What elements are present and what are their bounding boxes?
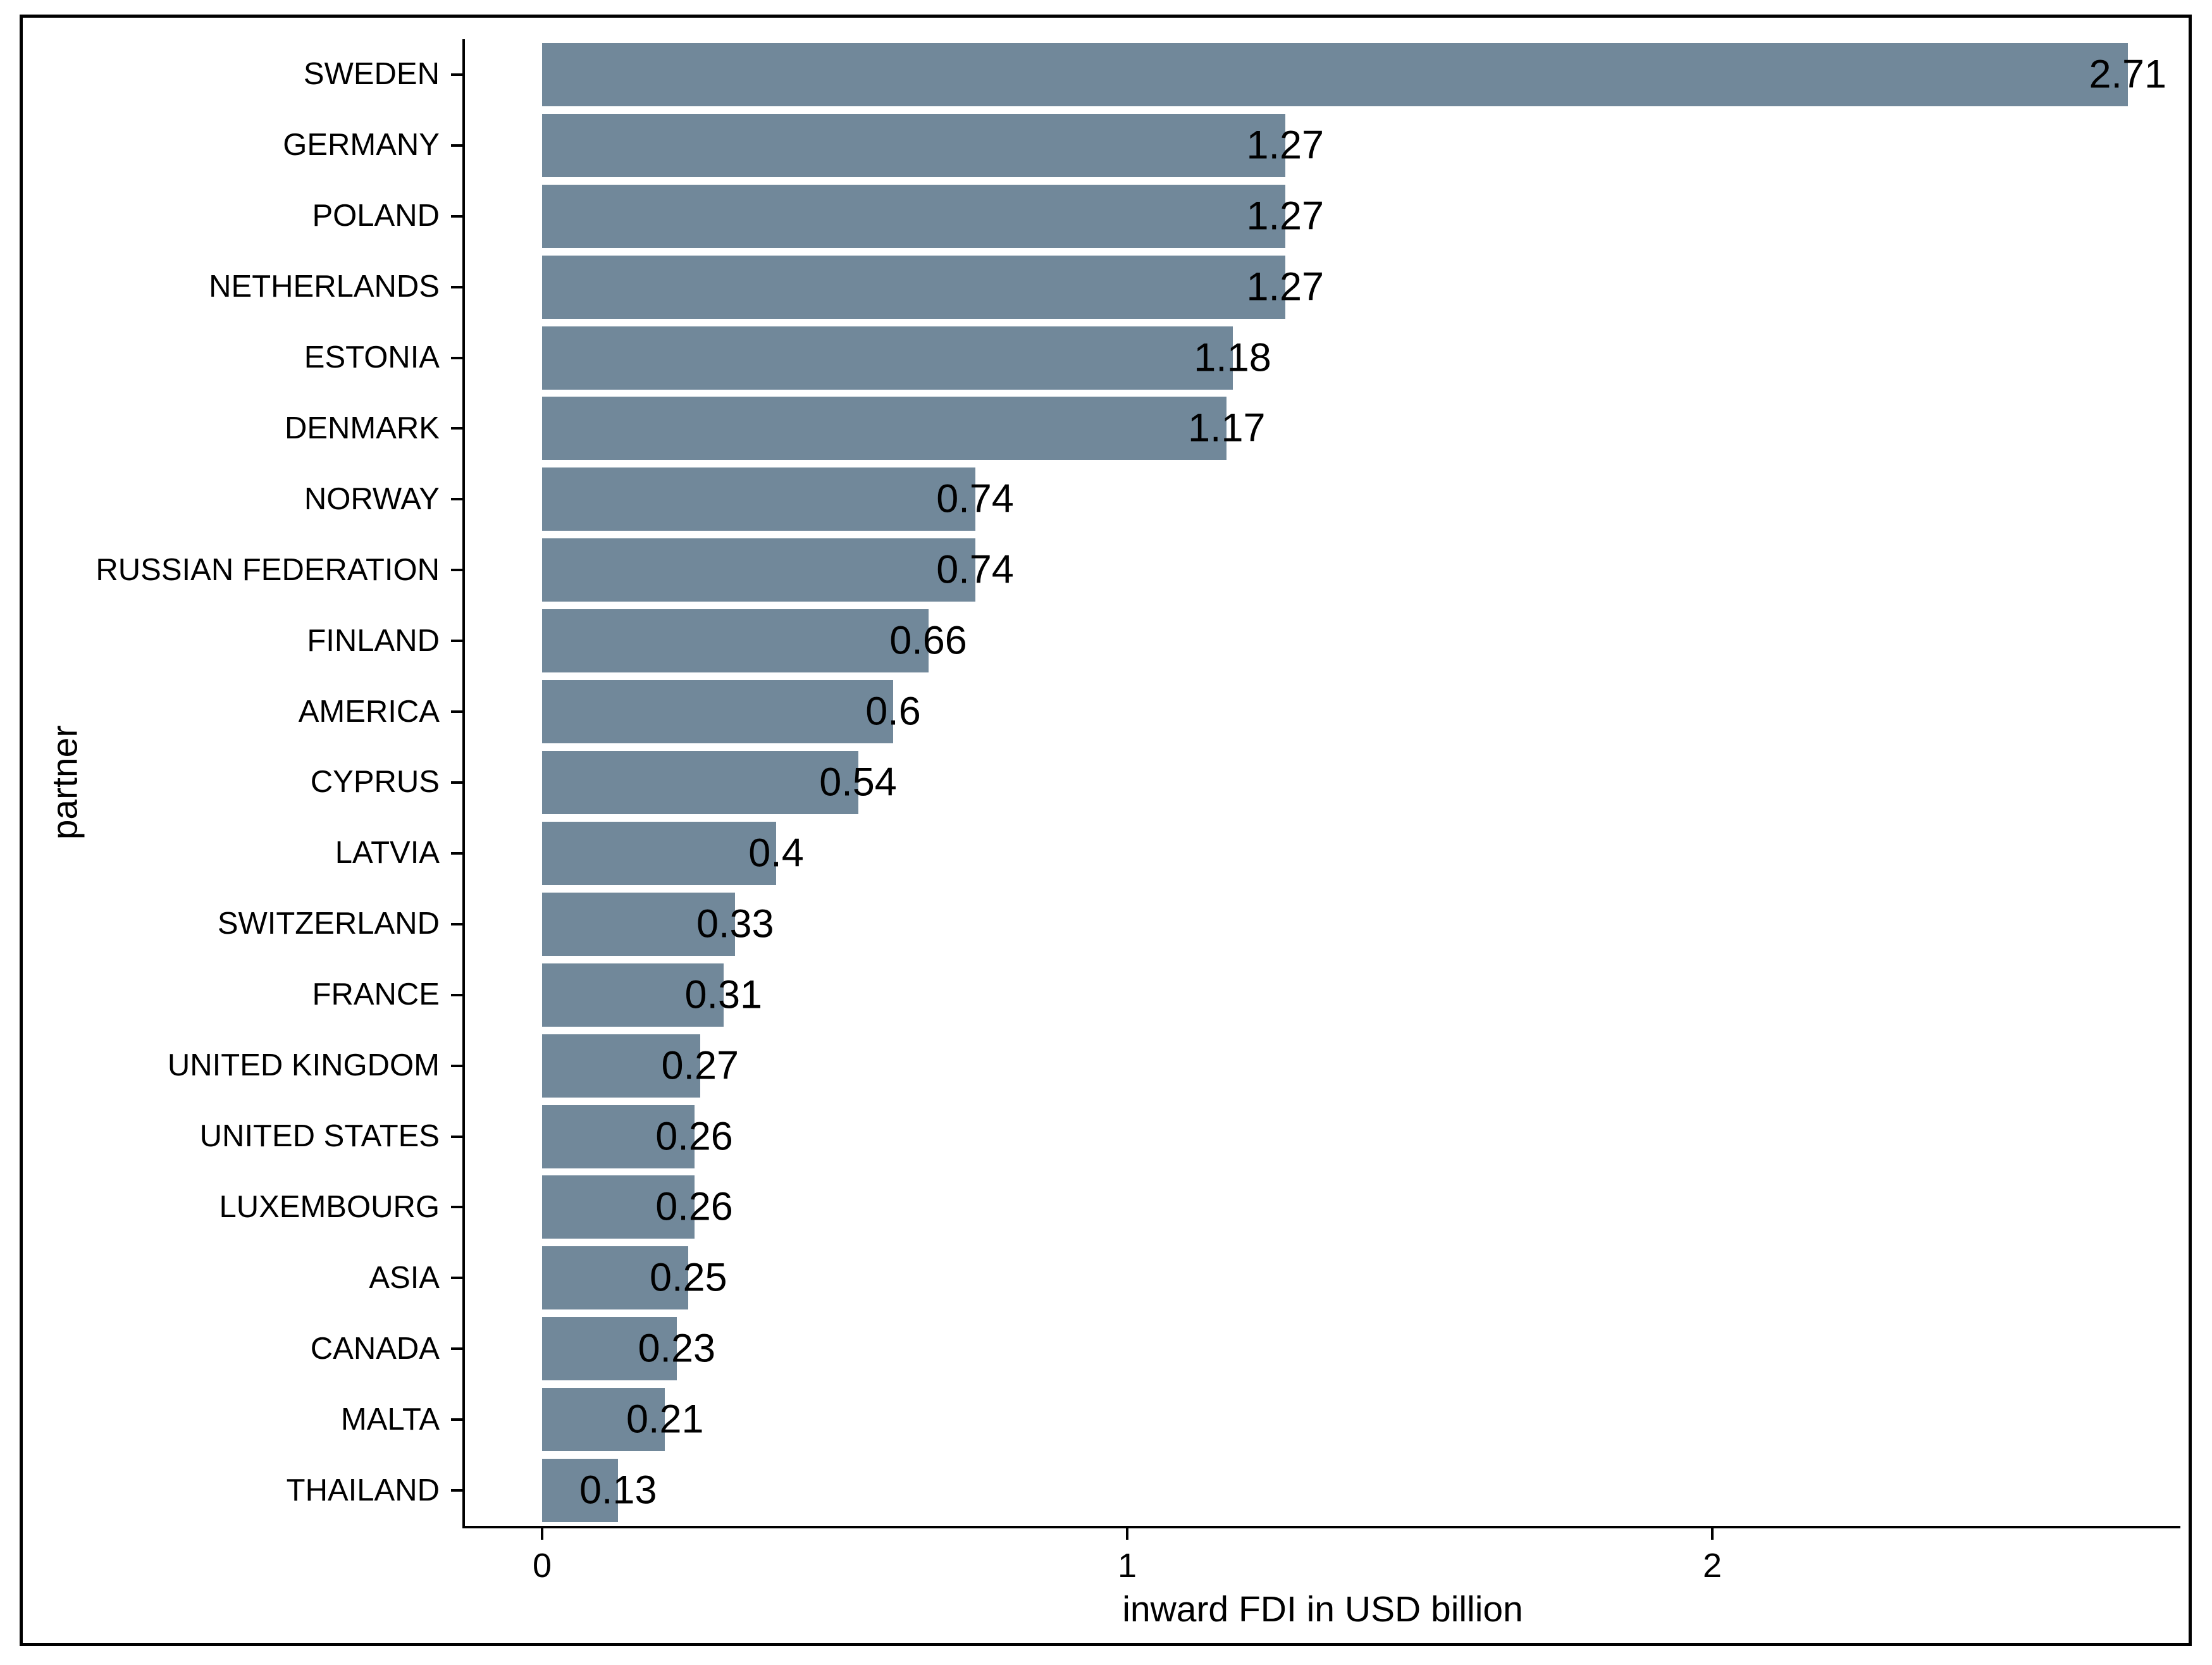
- y-axis-tick: [451, 214, 462, 218]
- y-axis-tick: [451, 1064, 462, 1067]
- bar-value-label: 0.26: [655, 1114, 733, 1159]
- y-tick-label: AMERICA: [298, 694, 440, 729]
- x-axis-tick: [1711, 1528, 1714, 1540]
- bar-value-label: 1.27: [1246, 264, 1325, 309]
- bar-value-label: 0.26: [655, 1184, 733, 1229]
- bar-value-label: 0.33: [696, 901, 774, 946]
- x-tick-label: 0: [532, 1547, 552, 1585]
- y-axis-tick: [451, 498, 462, 501]
- y-axis-tick: [451, 1418, 462, 1421]
- bar-value-label: 1.18: [1194, 335, 1271, 380]
- bar: [542, 467, 975, 531]
- y-tick-label: SWEDEN: [303, 57, 440, 92]
- bar-value-label: 1.27: [1246, 123, 1325, 168]
- y-axis-tick: [451, 1347, 462, 1351]
- bar-value-label: 0.25: [649, 1255, 727, 1300]
- x-axis-title: inward FDI in USD billion: [1122, 1589, 1523, 1630]
- y-tick-label: NORWAY: [304, 481, 440, 516]
- y-tick-label: UNITED STATES: [199, 1119, 440, 1153]
- bar: [542, 1317, 677, 1381]
- y-tick-label: CANADA: [310, 1331, 440, 1366]
- y-tick-label: CYPRUS: [310, 765, 440, 800]
- bar: [542, 538, 975, 602]
- y-axis-tick: [451, 1135, 462, 1138]
- y-tick-label: DENMARK: [284, 411, 440, 445]
- bar: [542, 255, 1285, 319]
- y-tick-label: FRANCE: [312, 977, 440, 1012]
- bar: [542, 821, 776, 885]
- y-tick-label: MALTA: [340, 1402, 440, 1437]
- x-axis-tick: [1126, 1528, 1128, 1540]
- bar: [542, 892, 736, 956]
- bar-value-label: 1.17: [1187, 405, 1266, 450]
- x-axis-tick: [541, 1528, 543, 1540]
- y-axis-labels: SWEDEN GERMANY POLAND NETHERLANDS ESTONIA DEN…: [0, 39, 440, 1526]
- bar-value-label: 0.6: [865, 689, 921, 734]
- y-axis-tick: [451, 993, 462, 996]
- y-axis-tick: [451, 710, 462, 714]
- figure-border: [20, 15, 2192, 1646]
- y-tick-label: NETHERLANDS: [209, 269, 440, 304]
- y-axis-tick: [451, 427, 462, 430]
- bar-value-label: 0.27: [661, 1043, 739, 1088]
- bar-value-label: 0.23: [638, 1326, 716, 1371]
- bar-value-label: 0.66: [889, 618, 967, 663]
- bar-value-label: 0.74: [936, 476, 1014, 521]
- bar: [542, 1459, 619, 1523]
- y-tick-label: ASIA: [369, 1260, 440, 1295]
- y-tick-label: RUSSIAN FEDERATION: [96, 552, 440, 587]
- y-axis-tick: [451, 569, 462, 572]
- bar: [542, 751, 858, 814]
- y-axis-tick: [451, 851, 462, 855]
- x-tick-label: 1: [1117, 1547, 1137, 1585]
- y-axis-tick: [451, 640, 462, 643]
- bar: [542, 326, 1233, 390]
- y-tick-label: ESTONIA: [304, 340, 440, 375]
- y-axis-tick: [451, 73, 462, 76]
- plot-panel: 2.71 1.27 1.27 1.27 1.18 1.17 0.74 0.74 0.66 0.6 0…: [451, 39, 2180, 1528]
- bar: [542, 1105, 695, 1168]
- bar: [542, 184, 1285, 248]
- bar: [542, 680, 893, 744]
- y-axis-tick: [451, 144, 462, 147]
- y-tick-label: POLAND: [312, 199, 440, 233]
- y-tick-label: SWITZERLAND: [217, 907, 440, 941]
- y-tick-label: GERMANY: [283, 128, 440, 163]
- bar: [542, 397, 1227, 461]
- y-tick-label: FINLAND: [307, 623, 440, 658]
- y-tick-label: THAILAND: [286, 1473, 440, 1507]
- bar: [542, 113, 1285, 177]
- bar: [542, 1034, 700, 1098]
- bar-value-label: 0.13: [579, 1468, 657, 1513]
- x-tick-label: 2: [1702, 1547, 1722, 1585]
- bar-value-label: 2.71: [2089, 52, 2167, 97]
- bar: [542, 609, 929, 673]
- bar-value-label: 0.21: [626, 1397, 704, 1442]
- bar: [542, 1175, 695, 1239]
- y-axis-tick: [451, 1277, 462, 1280]
- bar: [542, 42, 2128, 106]
- y-tick-label: LUXEMBOURG: [219, 1189, 440, 1224]
- x-axis: 0 1 2: [465, 1528, 2180, 1655]
- bar-value-label: 1.27: [1246, 194, 1325, 238]
- y-tick-label: UNITED KINGDOM: [167, 1048, 440, 1083]
- y-axis-tick: [451, 285, 462, 288]
- y-axis-tick: [451, 1206, 462, 1209]
- bar-value-label: 0.4: [748, 831, 804, 876]
- y-tick-label: LATVIA: [335, 836, 440, 870]
- bar: [542, 1388, 665, 1452]
- bar-value-label: 0.54: [819, 760, 897, 805]
- bar-value-label: 0.31: [684, 972, 763, 1017]
- bar: [542, 963, 724, 1027]
- y-axis-tick: [451, 1489, 462, 1492]
- y-axis-tick: [451, 356, 462, 359]
- y-axis-tick: [451, 781, 462, 784]
- bar: [542, 1246, 689, 1310]
- bar-value-label: 0.74: [936, 547, 1014, 592]
- y-axis-tick: [451, 922, 462, 925]
